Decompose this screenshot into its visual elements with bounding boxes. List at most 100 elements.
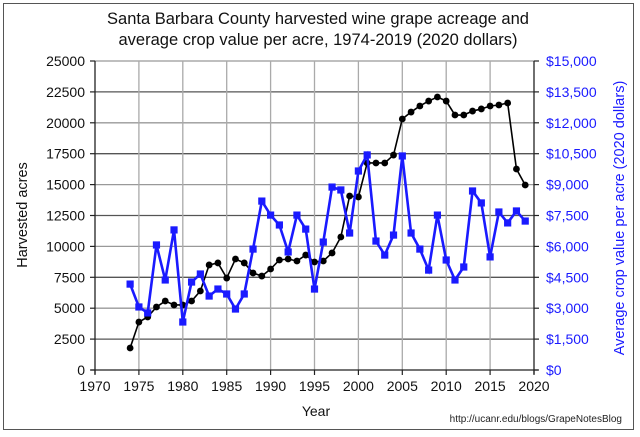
x-tick-label: 1980	[167, 378, 198, 394]
acres-line	[129, 96, 526, 349]
crop-value-point-marker	[284, 248, 292, 256]
crop-value-point-marker	[205, 292, 213, 300]
x-tick-label: 2000	[343, 378, 374, 394]
acres-point-marker	[504, 99, 512, 107]
x-axis-label: Year	[302, 403, 331, 419]
chart-title-line-2: average crop value per acre, 1974-2019 (…	[119, 31, 518, 49]
acres-point-marker	[495, 101, 503, 109]
acres-point-marker	[196, 287, 204, 295]
right-y-axis-label: Average crop value per acre (2020 dollar…	[612, 81, 628, 356]
crop-value-point-marker	[267, 211, 275, 219]
crop-value-point-marker	[319, 238, 327, 246]
left-tick-label: 10000	[46, 238, 85, 254]
crop-value-point-marker	[512, 207, 521, 215]
right-y-axis-ticks: $0 $1,500 $3,000 $4,500 $6,000 $7,500 $9,000 $1…	[534, 53, 597, 378]
attribution-text: http://ucanr.edu/blogs/GrapeNotesBlog	[450, 414, 622, 425]
acres-point-marker	[232, 255, 239, 263]
right-tick-label: $15,000	[546, 53, 597, 69]
crop-value-point-marker	[161, 276, 169, 284]
acres-point-marker	[355, 193, 362, 201]
crop-value-point-marker	[346, 229, 354, 237]
x-tick-label: 1970	[79, 378, 110, 394]
right-tick-label: $7,500	[546, 208, 589, 224]
crop-value-point-marker	[381, 251, 389, 259]
acres-point-marker	[275, 256, 283, 264]
acres-point-marker	[293, 257, 301, 265]
left-y-axis-label: Harvested acres	[15, 162, 31, 268]
crop-value-point-marker	[468, 187, 477, 195]
gridlines	[95, 60, 534, 370]
crop-value-point-marker	[196, 270, 204, 278]
left-tick-label: 5000	[54, 300, 85, 316]
chart-title-line-1: Santa Barbara County harvested wine grap…	[107, 10, 529, 28]
acres-point-marker	[328, 249, 336, 257]
acres-point-marker	[161, 297, 169, 305]
right-tick-label: $1,500	[546, 331, 589, 347]
acres-point-marker	[249, 269, 257, 277]
left-tick-label: 2500	[54, 331, 85, 347]
right-tick-label: $6,000	[546, 238, 589, 254]
crop-value-point-marker	[302, 225, 310, 233]
acres-point-marker	[346, 192, 354, 200]
acres-point-marker	[267, 265, 274, 273]
acres-point-marker	[416, 102, 424, 110]
acres-point-marker	[170, 301, 178, 309]
right-tick-label: $12,000	[546, 115, 597, 131]
acres-point-marker	[425, 97, 433, 105]
chart-title: Santa Barbara County harvested wine grap…	[107, 10, 529, 49]
left-tick-label: 15000	[46, 177, 85, 193]
crop-value-point-marker	[293, 211, 301, 219]
crop-value-point-marker	[328, 183, 336, 191]
right-tick-label: $4,500	[546, 269, 589, 285]
crop-value-point-marker	[504, 219, 512, 227]
acres-point-marker	[153, 303, 160, 311]
crop-value-point-marker	[372, 237, 380, 245]
crop-value-point-marker	[187, 278, 196, 286]
crop-value-point-marker	[310, 285, 319, 293]
right-tick-label: $9,000	[546, 177, 589, 193]
crop-value-point-marker	[521, 217, 529, 225]
acres-point-marker	[372, 159, 380, 167]
crop-value-series	[126, 150, 529, 326]
acres-point-marker	[284, 255, 292, 263]
crop-value-point-marker	[249, 245, 257, 253]
crop-value-point-marker	[179, 318, 187, 326]
acres-point-marker	[135, 318, 143, 326]
crop-value-point-marker	[398, 152, 406, 160]
left-tick-label: 12500	[46, 208, 85, 224]
right-tick-label: $3,000	[546, 300, 589, 316]
acres-point-marker	[477, 105, 485, 113]
crop-value-point-marker	[477, 199, 485, 207]
acres-point-marker	[188, 297, 195, 305]
acres-point-marker	[486, 102, 494, 110]
crop-value-point-marker	[486, 253, 494, 261]
crop-value-point-marker	[442, 256, 450, 264]
left-tick-label: 20000	[46, 115, 85, 131]
acres-point-marker	[390, 151, 397, 159]
acres-point-marker	[311, 258, 318, 266]
x-tick-label: 1985	[211, 378, 242, 394]
x-tick-label: 2010	[431, 378, 462, 394]
right-tick-label: $13,500	[546, 84, 597, 100]
acres-series	[126, 93, 529, 352]
crop-value-point-marker	[258, 197, 266, 205]
acres-point-marker	[381, 159, 389, 167]
x-tick-label: 1975	[123, 378, 154, 394]
acres-point-marker	[398, 115, 406, 123]
acres-point-marker	[319, 257, 327, 265]
acres-point-marker	[126, 344, 134, 352]
acres-point-marker	[521, 181, 529, 189]
right-tick-label: $10,500	[546, 146, 597, 162]
crop-value-point-marker	[451, 276, 459, 284]
acres-point-marker	[205, 261, 213, 269]
x-axis-ticks: 1970 1975 1980 1985 1990 1995 2000 2005 2010 2015…	[79, 370, 550, 394]
crop-value-point-marker	[354, 167, 362, 175]
crop-value-point-marker	[407, 229, 415, 237]
acres-point-marker	[469, 107, 476, 115]
crop-value-point-marker	[337, 186, 345, 194]
crop-value-point-marker	[223, 290, 231, 298]
crop-value-point-marker	[425, 266, 433, 274]
crop-value-line	[128, 150, 527, 323]
crop-value-point-marker	[144, 309, 152, 317]
